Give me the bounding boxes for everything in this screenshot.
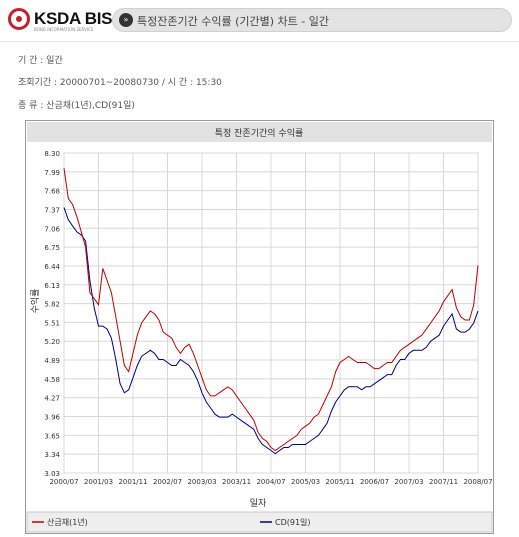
x-axis-label: 일자 xyxy=(250,498,267,509)
x-tick-label: 2001/03 xyxy=(84,478,113,486)
y-tick-label: 6.44 xyxy=(44,263,60,271)
x-tick-label: 2007/11 xyxy=(429,478,458,486)
chart-frame: 특정 잔존기간의 수익률 8.30 7.99 7.68 7.37 7.06 6.75 6.4… xyxy=(25,120,494,534)
page-title: 특정잔존기간 수익률 (기간별) 차트 - 일간 xyxy=(137,15,329,28)
y-tick-label: 5.51 xyxy=(44,319,60,327)
x-tick-label: 2008/07 xyxy=(463,478,492,486)
double-chevron-right-icon: » xyxy=(119,13,133,27)
x-tick-label: 2007/03 xyxy=(394,478,423,486)
line-chart: 특정 잔존기간의 수익률 8.30 7.99 7.68 7.37 7.06 6.75 6.4… xyxy=(26,122,493,533)
x-tick-label: 2001/11 xyxy=(118,478,147,486)
y-tick-label: 7.06 xyxy=(44,225,60,233)
plot-area: 8.30 7.99 7.68 7.37 7.06 6.75 6.44 6.13 5.82 5.51… xyxy=(44,150,492,486)
y-tick-label: 4.27 xyxy=(44,395,60,403)
logo-text: KSDA BIS xyxy=(34,9,113,28)
x-tick-label: 2003/03 xyxy=(187,478,216,486)
y-tick-label: 8.30 xyxy=(44,150,60,158)
y-tick-label: 3.03 xyxy=(44,470,60,478)
y-tick-label: 3.34 xyxy=(44,451,60,459)
legend: 산금채(1년) CD(91일) xyxy=(32,517,311,527)
logo-subtitle: BOND INFORMATION SERVICE xyxy=(34,27,94,32)
header: KSDA BIS BOND INFORMATION SERVICE » 특정잔존… xyxy=(0,0,519,40)
logo-mark-icon xyxy=(8,8,30,30)
series-line-1 xyxy=(63,168,479,452)
y-tick-label: 4.58 xyxy=(44,376,60,384)
y-tick-label: 6.75 xyxy=(44,244,60,252)
y-tick-label: 7.37 xyxy=(44,206,60,214)
page-title-bar: » 특정잔존기간 수익률 (기간별) 차트 - 일간 xyxy=(112,8,512,32)
x-tick-label: 2002/07 xyxy=(153,478,182,486)
y-tick-label: 3.65 xyxy=(44,432,60,440)
y-tick-label: 5.20 xyxy=(44,338,60,346)
x-tick-label: 2005/11 xyxy=(325,478,354,486)
y-tick-label: 7.68 xyxy=(44,188,60,196)
y-tick-label: 7.99 xyxy=(44,169,60,177)
y-tick-label: 4.89 xyxy=(44,357,60,365)
header-divider xyxy=(0,41,519,42)
legend-box xyxy=(26,511,493,533)
chart-title-bg xyxy=(27,122,492,142)
period-label: 기 간 : 일간 xyxy=(18,56,63,66)
ksda-bis-logo[interactable]: KSDA BIS BOND INFORMATION SERVICE xyxy=(8,6,118,34)
chart-title: 특정 잔존기간의 수익률 xyxy=(215,127,304,139)
y-tick-label: 5.82 xyxy=(44,301,60,309)
y-axis-label: 수익률 xyxy=(29,289,41,314)
legend-label: CD(91일) xyxy=(275,518,311,527)
x-tick-label: 2000/07 xyxy=(49,478,78,486)
query-period-label: 조회기간 : 20000701~20080730 / 시 간 : 15:30 xyxy=(18,78,222,88)
type-label: 종 류 : 산금채(1년),CD(91일) xyxy=(18,101,135,111)
x-tick-label: 2005/03 xyxy=(291,478,320,486)
y-tick-label: 6.13 xyxy=(44,282,60,290)
y-tick-label: 3.96 xyxy=(44,414,60,422)
x-tick-label: 2006/07 xyxy=(360,478,389,486)
x-tick-label: 2004/07 xyxy=(256,478,285,486)
series-line-2 xyxy=(63,207,479,455)
x-tick-label: 2003/11 xyxy=(222,478,251,486)
legend-label: 산금채(1년) xyxy=(47,517,88,527)
